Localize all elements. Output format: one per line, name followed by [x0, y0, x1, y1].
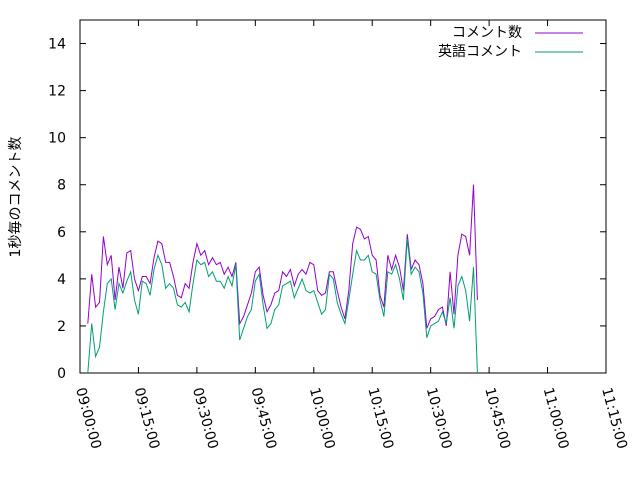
legend: コメント数 英語コメント — [438, 25, 583, 60]
x-tick-label: 11:15:00 — [598, 386, 630, 451]
x-tick-label: 10:15:00 — [364, 386, 396, 451]
x-tick-label: 09:15:00 — [131, 386, 163, 451]
x-tick-label: 09:45:00 — [247, 386, 279, 451]
x-tick-label: 10:45:00 — [481, 386, 513, 451]
x-tick-label: 10:30:00 — [423, 386, 455, 451]
legend-label-comments: コメント数 — [452, 25, 522, 41]
x-tick-label: 09:00:00 — [72, 386, 104, 451]
plot-frame — [79, 19, 607, 374]
x-tick-label: 10:00:00 — [306, 386, 338, 451]
series-line-comments — [87, 184, 478, 329]
y-tick-label: 12 — [48, 84, 66, 100]
x-axis: 09:00:00 09:15:00 09:30:00 09:45:00 10:00:00… — [72, 20, 630, 451]
y-tick-label: 6 — [57, 225, 66, 241]
y-tick-label: 4 — [57, 272, 66, 288]
series-lines — [87, 184, 478, 374]
y-tick-label: 8 — [57, 178, 66, 194]
y-axis-label: 1秒毎のコメント数 — [8, 137, 24, 258]
legend-label-english-comments: 英語コメント — [438, 43, 522, 60]
y-tick-label: 14 — [48, 37, 66, 53]
y-tick-label: 10 — [48, 131, 66, 147]
series-line-english-comments — [87, 238, 478, 374]
x-tick-label: 09:30:00 — [189, 386, 221, 451]
y-tick-label: 0 — [57, 366, 66, 382]
x-tick-label: 11:00:00 — [540, 386, 572, 451]
y-tick-label: 2 — [57, 319, 66, 335]
y-axis: 0 2 4 6 8 10 12 14 — [48, 37, 606, 382]
